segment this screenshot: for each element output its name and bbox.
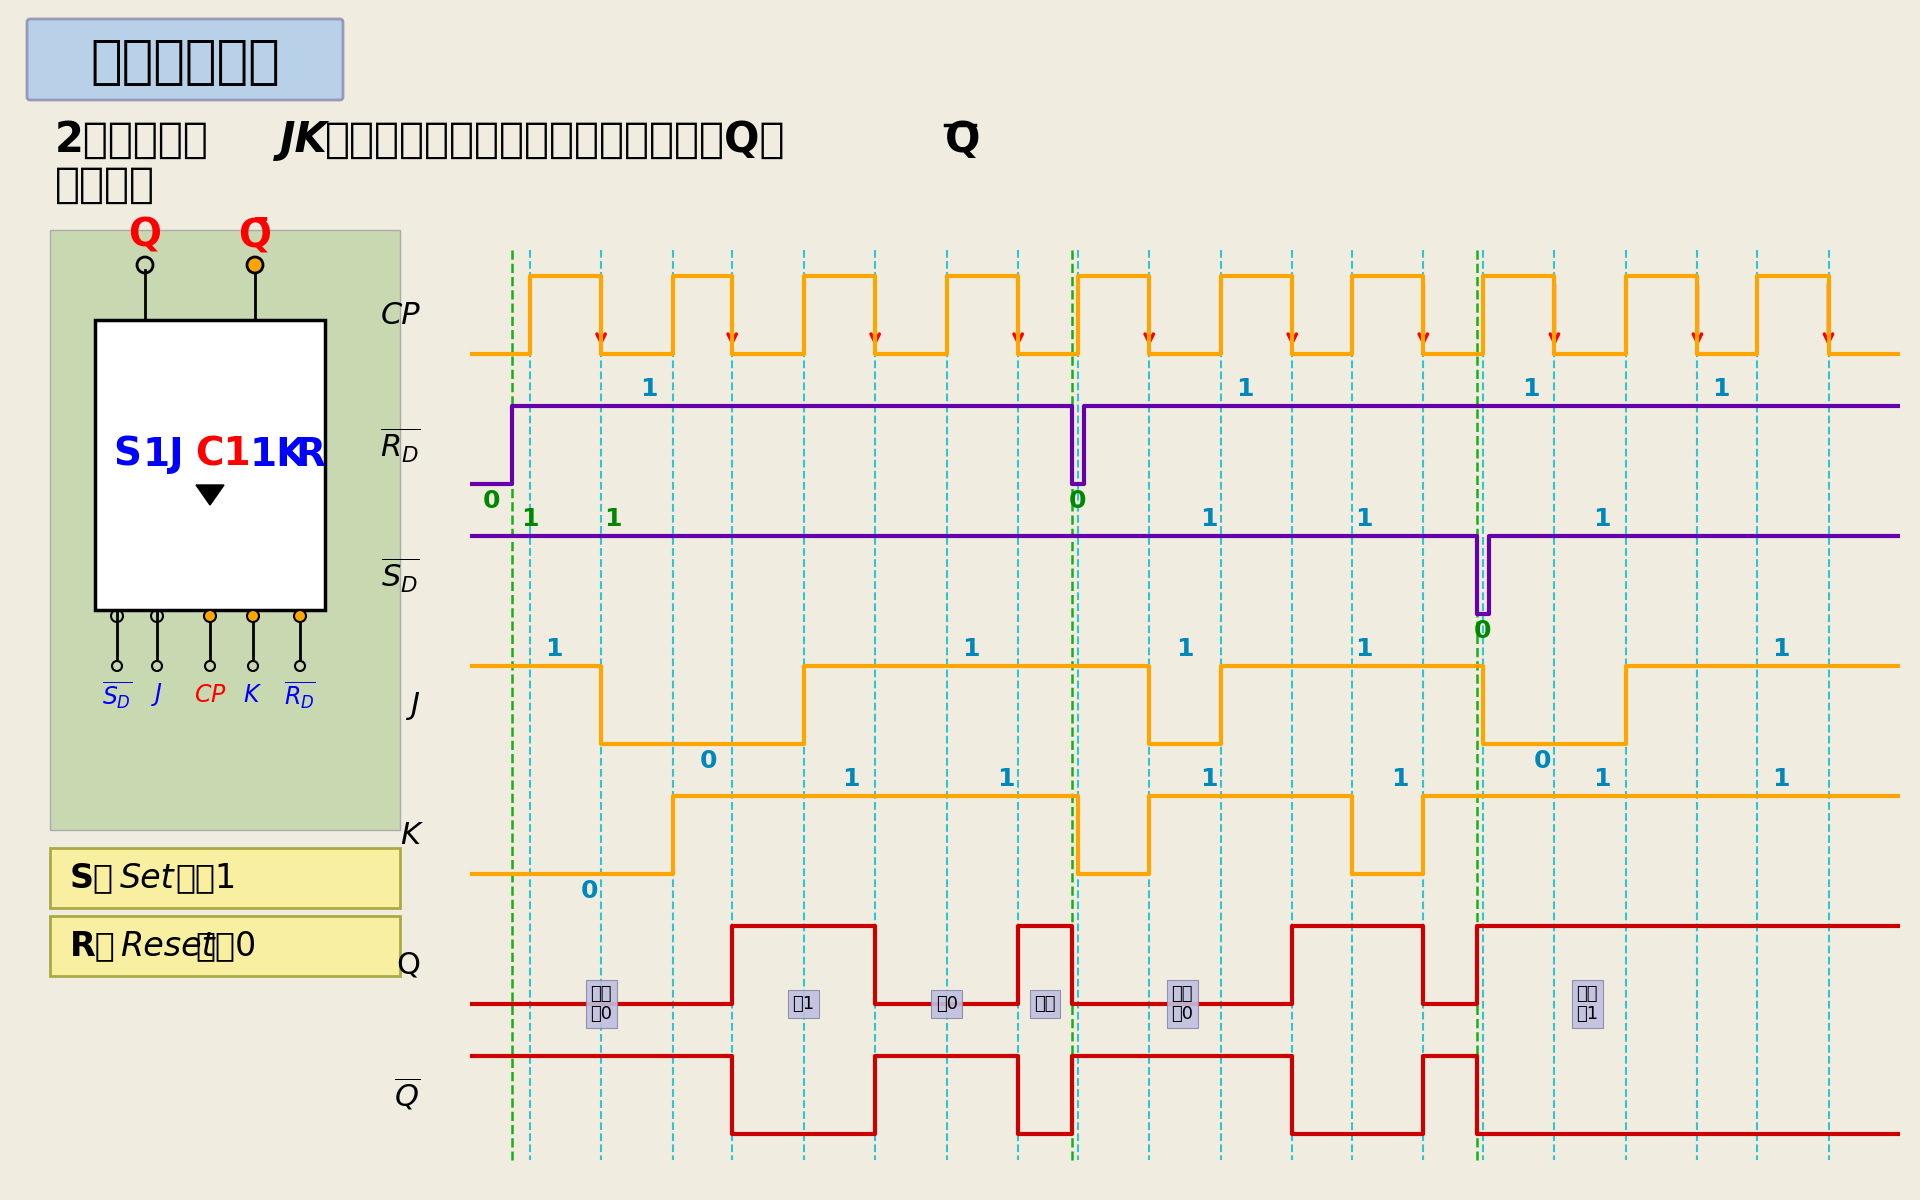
Text: 1: 1 bbox=[639, 377, 657, 401]
Text: 1J: 1J bbox=[142, 436, 184, 474]
Text: 1: 1 bbox=[1177, 637, 1194, 661]
Text: $J$: $J$ bbox=[152, 682, 163, 708]
Text: $\overline{R_D}$: $\overline{R_D}$ bbox=[284, 679, 317, 710]
Text: 触发器输入端信号如下图所示，画出Q与: 触发器输入端信号如下图所示，画出Q与 bbox=[324, 119, 785, 161]
Text: ，置1: ，置1 bbox=[175, 862, 236, 894]
Text: 1: 1 bbox=[1772, 637, 1789, 661]
Text: 异步
置0: 异步 置0 bbox=[1171, 984, 1192, 1024]
Text: 0: 0 bbox=[699, 749, 716, 773]
Text: R：: R： bbox=[69, 930, 115, 962]
Text: $\overline{S_D}$: $\overline{S_D}$ bbox=[382, 556, 420, 595]
Text: $\overline{Q}$: $\overline{Q}$ bbox=[394, 1076, 420, 1114]
Text: 1: 1 bbox=[545, 637, 563, 661]
Text: Set: Set bbox=[119, 862, 175, 894]
Text: 0: 0 bbox=[1534, 749, 1551, 773]
Circle shape bbox=[248, 257, 263, 272]
Text: ，置0: ，置0 bbox=[196, 930, 255, 962]
Text: S: S bbox=[113, 436, 140, 474]
Text: R: R bbox=[296, 436, 324, 474]
Text: S：: S： bbox=[69, 862, 113, 894]
Text: C1: C1 bbox=[196, 436, 252, 474]
Bar bbox=[94, 320, 324, 610]
Text: 1: 1 bbox=[962, 637, 979, 661]
Text: 置0: 置0 bbox=[935, 995, 958, 1013]
Text: $\overline{S_D}$: $\overline{S_D}$ bbox=[102, 679, 132, 710]
Text: 2、已知边沿: 2、已知边沿 bbox=[56, 119, 209, 161]
Text: 1: 1 bbox=[520, 506, 538, 530]
Text: Q: Q bbox=[396, 950, 420, 979]
Text: 1: 1 bbox=[1772, 767, 1789, 791]
Text: 0: 0 bbox=[482, 490, 501, 514]
Text: 1: 1 bbox=[1356, 637, 1373, 661]
Text: JK: JK bbox=[280, 119, 328, 161]
Text: CP: CP bbox=[380, 300, 420, 330]
Text: 1: 1 bbox=[1356, 506, 1373, 530]
FancyBboxPatch shape bbox=[27, 19, 344, 100]
Text: 1: 1 bbox=[1200, 767, 1217, 791]
Text: 0: 0 bbox=[1069, 490, 1087, 514]
Text: 异步
置0: 异步 置0 bbox=[589, 984, 612, 1024]
Text: J: J bbox=[411, 690, 420, 720]
Text: Q: Q bbox=[945, 119, 981, 161]
Bar bbox=[50, 916, 399, 976]
Text: 1: 1 bbox=[1594, 506, 1611, 530]
Text: 翻转: 翻转 bbox=[1035, 995, 1056, 1013]
Text: K: K bbox=[399, 821, 420, 850]
Text: $CP$: $CP$ bbox=[194, 683, 227, 707]
Text: 二、典型例题: 二、典型例题 bbox=[90, 36, 280, 88]
Text: Reset: Reset bbox=[119, 930, 215, 962]
Text: $\overline{R_D}$: $\overline{R_D}$ bbox=[380, 425, 420, 464]
Text: 1K: 1K bbox=[250, 436, 307, 474]
Text: 1: 1 bbox=[1523, 377, 1540, 401]
Text: 1: 1 bbox=[1200, 506, 1217, 530]
Text: 异步
置1: 异步 置1 bbox=[1576, 984, 1597, 1024]
Circle shape bbox=[294, 610, 305, 622]
Polygon shape bbox=[196, 485, 225, 505]
Bar bbox=[50, 230, 399, 830]
Circle shape bbox=[248, 610, 259, 622]
Text: 1: 1 bbox=[843, 767, 860, 791]
Circle shape bbox=[204, 610, 215, 622]
Text: 1: 1 bbox=[605, 506, 622, 530]
Bar bbox=[50, 848, 399, 908]
Text: 1: 1 bbox=[1390, 767, 1407, 791]
Text: $K$: $K$ bbox=[244, 683, 263, 707]
Text: Q̄: Q̄ bbox=[238, 216, 271, 254]
Text: Q: Q bbox=[129, 216, 161, 254]
Text: 置1: 置1 bbox=[793, 995, 814, 1013]
Text: 0: 0 bbox=[580, 878, 597, 902]
Text: 1: 1 bbox=[1713, 377, 1730, 401]
Text: 的波形。: 的波形。 bbox=[56, 164, 156, 206]
Text: 1: 1 bbox=[1236, 377, 1254, 401]
Text: 0: 0 bbox=[1475, 619, 1492, 643]
Text: 1: 1 bbox=[1594, 767, 1611, 791]
Text: 1: 1 bbox=[998, 767, 1016, 791]
